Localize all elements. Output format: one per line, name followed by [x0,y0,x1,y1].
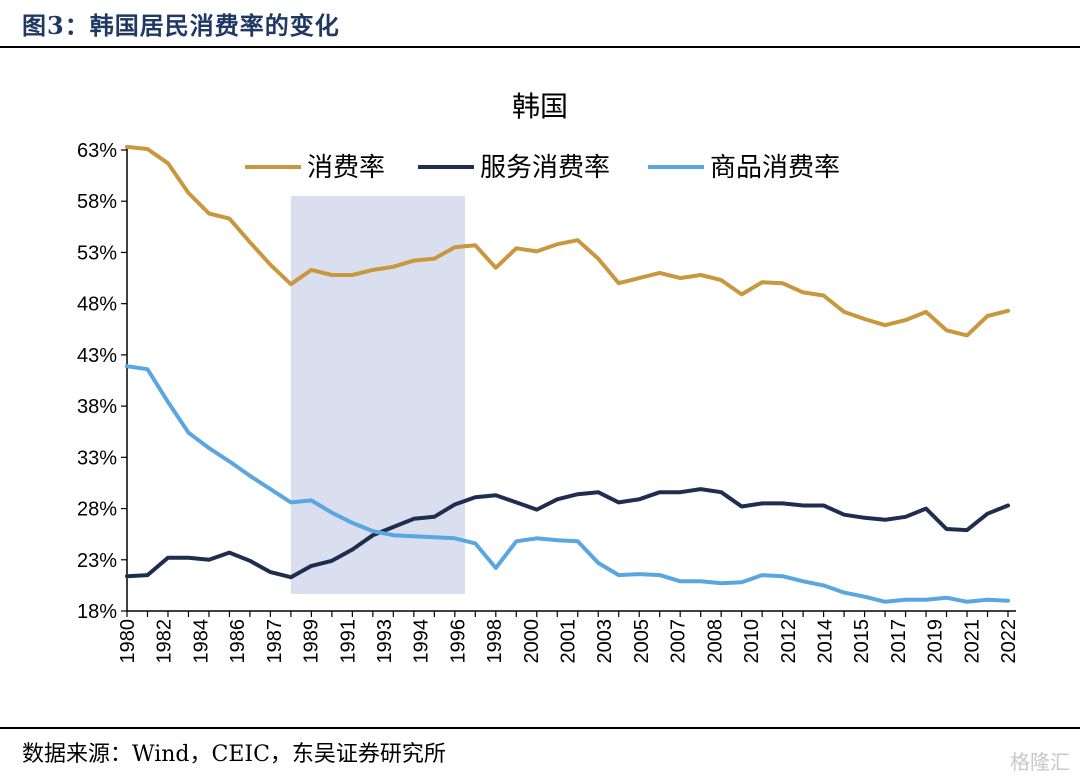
x-tick-label: 2003 [594,619,616,664]
x-tick-label: 1980 [117,619,139,664]
y-tick-label: 58% [77,191,117,213]
x-tick-label: 1993 [374,619,396,664]
chart-title: 韩国 [512,90,568,123]
y-tick-label: 28% [77,499,117,521]
x-tick-label: 1994 [411,619,433,664]
y-tick-label: 48% [77,294,117,316]
x-tick-label: 1987 [264,619,286,664]
y-tick-label: 18% [77,601,117,623]
x-tick-label: 1996 [447,619,469,664]
y-tick-label: 23% [77,550,117,572]
watermark-logo: 格隆汇 [1010,750,1070,774]
legend-label-2: 服务消费率 [480,153,610,183]
shaded-period [290,196,466,594]
x-tick-label: 2022 [998,619,1020,664]
y-tick-label: 38% [77,396,117,418]
legend-label-1: 消费率 [307,153,385,183]
x-tick-label: 1986 [227,619,249,664]
x-tick-label: 1982 [154,619,176,664]
source-note: 数据来源：Wind，CEIC，东吴证券研究所 [22,742,446,767]
legend-label-3: 商品消费率 [710,153,840,183]
y-tick-label: 43% [77,345,117,367]
x-tick-label: 2017 [888,619,910,664]
x-tick-label: 2014 [814,619,836,664]
series-line-1 [125,144,1010,338]
x-tick-label: 2021 [961,619,983,664]
series-line-2 [125,487,1010,580]
series-line-3 [125,364,1010,604]
bottom-rule [0,727,1080,729]
x-tick-label: 1998 [484,619,506,664]
y-tick-label: 63% [77,140,117,162]
x-tick-label: 2015 [851,619,873,664]
y-tick-label: 53% [77,242,117,264]
x-tick-label: 2007 [668,619,690,664]
x-tick-label: 1989 [301,619,323,664]
x-tick-label: 2001 [558,619,580,664]
x-tick-label: 2008 [704,619,726,664]
x-tick-label: 2000 [521,619,543,664]
x-tick-label: 1991 [337,619,359,664]
x-tick-label: 1984 [190,619,212,664]
top-rule [0,46,1080,48]
x-tick-label: 2010 [741,619,763,664]
x-tick-label: 2012 [778,619,800,664]
y-tick-label: 33% [77,447,117,469]
x-tick-label: 2019 [925,619,947,664]
figure-title: 图3：韩国居民消费率的变化 [22,11,340,40]
x-tick-label: 2005 [631,619,653,664]
